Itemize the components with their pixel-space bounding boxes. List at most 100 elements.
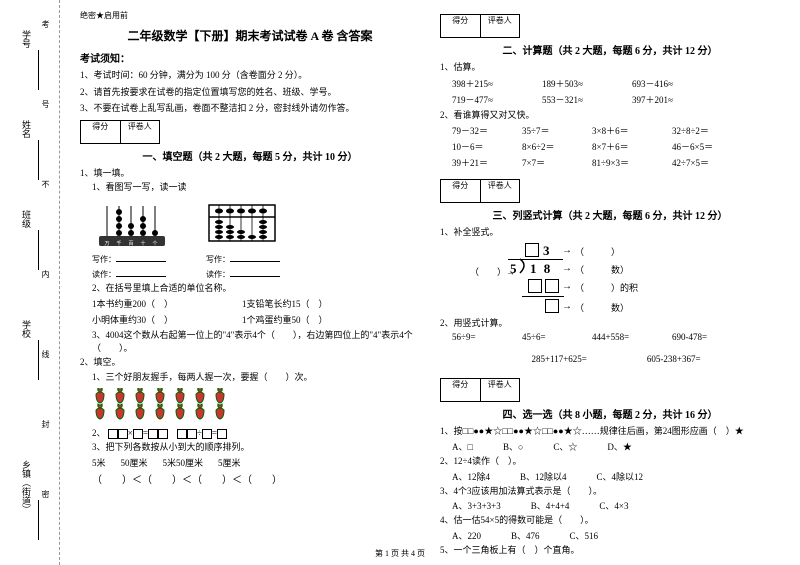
opt: A、12除4 — [452, 470, 490, 483]
svg-text:十: 十 — [140, 240, 145, 247]
calc-item: 719－477≈ — [452, 93, 542, 106]
write-read-row: 写作： 写作： — [80, 252, 420, 265]
write-label: 写作： — [92, 255, 116, 264]
q1-sub3: 3、4004这个数从右起第一位上的"4"表示4个（ ），右边第四位上的"4"表示… — [80, 329, 420, 354]
calc-item: 398＋215≈ — [452, 77, 542, 90]
blank-line — [230, 252, 280, 262]
svg-text:个: 个 — [152, 241, 157, 247]
square-icon — [108, 429, 118, 439]
arrow-icon: → — [562, 281, 572, 292]
score-cell: 评卷人 — [121, 121, 160, 143]
calc-row: 79－32＝ 35÷7＝ 3×8＋6＝ 32÷8÷2＝ — [440, 124, 780, 137]
opt: A、220 — [452, 529, 481, 542]
svg-text:千: 千 — [116, 240, 121, 247]
calc-item: 79－32＝ — [452, 124, 522, 137]
section-title: 二、计算题（共 2 大题，每题 6 分，共计 12 分） — [440, 42, 780, 57]
images-row: 万 千 百 十 个 — [80, 198, 420, 248]
q1-sub2: 2、在括号里填上合适的单位名称。 — [80, 282, 420, 295]
calc-item: 189＋503≈ — [542, 77, 632, 90]
q2-sub1: 1、三个好朋友握手，每两人握一次，要握（ ）次。 — [80, 371, 420, 384]
binding-label: 学号 — [20, 30, 33, 48]
square-icon — [202, 429, 212, 439]
calc-item: 46－6×5＝ — [672, 140, 762, 153]
square-icon — [118, 429, 128, 439]
calc-item: 690-478= — [672, 332, 762, 342]
quotient-box — [525, 243, 539, 257]
opt: B、476 — [511, 529, 540, 542]
score-cell: 评卷人 — [481, 15, 520, 37]
options-row: A、□ B、○ C、☆ D、★ — [440, 440, 780, 453]
blank-line — [116, 252, 166, 262]
calc-item: 397＋201≈ — [632, 93, 722, 106]
q2-sub2: 2、 ×= ÷= — [80, 427, 420, 440]
choice-q2: 2、12÷4读作（ ）。 — [440, 455, 780, 468]
score-cell: 得分 — [441, 180, 481, 202]
write-read-row: 读作： 读作： — [80, 267, 420, 280]
vc-label: （ 数） — [575, 301, 629, 314]
square-icon — [133, 429, 143, 439]
arrow-icon: → — [562, 263, 572, 274]
opt: A、3+3+3+3 — [452, 499, 501, 512]
paren: （ ）＜（ ）＜（ ）＜（ ） — [92, 471, 282, 486]
section-title: 一、填空题（共 2 大题，每题 5 分，共计 10 分） — [80, 148, 420, 163]
read-label: 读作： — [206, 270, 230, 279]
options-row: A、3+3+3+3 B、4+4+4 C、4×3 — [440, 499, 780, 512]
notice-item: 1、考试时间：60 分钟，满分为 100 分（含卷面分 2 分）。 — [80, 69, 420, 83]
page-footer: 第 1 页 共 4 页 — [0, 548, 800, 559]
calc-row: 39＋21＝ 7×7＝ 81÷9×3＝ 42÷7×5＝ — [440, 156, 780, 169]
arrange-answer: （ ）＜（ ）＜（ ）＜（ ） — [80, 471, 420, 486]
vert-q1: 1、补全竖式。 — [440, 226, 780, 239]
unit-item: 1支铅笔长约15（ ） — [242, 297, 328, 310]
q1-sub1: 1、看图写一写，读一读 — [80, 181, 420, 194]
calc-item: 81÷9×3＝ — [592, 156, 672, 169]
vc-label: （ ） — [575, 245, 620, 258]
sep-text: 内 — [40, 270, 51, 278]
opt: C、☆ — [553, 440, 577, 453]
unit-row: 小明体重约30（ ） 1个鸡蛋约重50（ ） — [80, 313, 420, 326]
unit-item: 1个鸡蛋约重50（ ） — [242, 313, 328, 326]
product-box — [528, 279, 542, 293]
sep-text: 密 — [40, 490, 51, 498]
score-box: 得分 评卷人 — [80, 120, 160, 144]
calc-item: 10－6＝ — [452, 140, 522, 153]
options-row: A、12除4 B、12除以4 C、4除以12 — [440, 470, 780, 483]
opt: D、★ — [607, 440, 632, 453]
vertical-division: 3 （ ）→ 5 1 8 → （ ） → （ 数） → （ ）的积 → （ 数） — [470, 243, 650, 313]
score-cell: 得分 — [441, 379, 481, 401]
binding-label: 学校 — [20, 320, 33, 338]
left-column: 绝密★启用前 二年级数学【下册】期末考试试卷 A 卷 含答案 考试须知： 1、考… — [70, 10, 430, 545]
q2-sub2-prefix: 2、 — [92, 428, 106, 438]
sep-text: 不 — [40, 180, 51, 188]
calc-row: 10－6＝ 8×6÷2＝ 8×7＋6＝ 46－6×5＝ — [440, 140, 780, 153]
calc-item: 7×7＝ — [522, 156, 592, 169]
calc-item: 39＋21＝ — [452, 156, 522, 169]
calc-item: 8×7＋6＝ — [592, 140, 672, 153]
read-label: 读作： — [92, 270, 116, 279]
options-row: A、220 B、476 C、516 — [440, 529, 780, 542]
square-icon — [158, 429, 168, 439]
score-cell: 得分 — [81, 121, 121, 143]
q2-sub3: 3、把下列各数按从小到大的顺序排列。 — [80, 441, 420, 454]
calc-item: 56÷9= — [452, 332, 522, 342]
binding-field — [38, 340, 48, 380]
calc-item: 285+117+625= — [531, 354, 586, 364]
remainder-box — [545, 299, 559, 313]
notice-item: 2、请首先按要求在试卷的指定位置填写您的姓名、班级、学号。 — [80, 86, 420, 100]
sep-text: 线 — [40, 350, 51, 358]
opt: B、4+4+4 — [531, 499, 570, 512]
num: 5米50厘米 — [163, 456, 204, 469]
div-line — [508, 259, 563, 260]
binding-field — [38, 500, 48, 540]
q1-header: 1、填一填。 — [80, 167, 420, 180]
calc-item: 8×6÷2＝ — [522, 140, 592, 153]
binding-label: 乡镇（街道） — [20, 460, 33, 514]
divisor-label: （ ）→ — [470, 265, 515, 278]
exam-title: 二年级数学【下册】期末考试试卷 A 卷 含答案 — [80, 27, 420, 44]
num: 5厘米 — [218, 456, 241, 469]
binding-label: 姓名 — [20, 120, 33, 138]
dividend-num: 1 8 — [530, 261, 552, 277]
calc-item: 3×8＋6＝ — [592, 124, 672, 137]
section-title: 三、列竖式计算（共 2 大题，每题 6 分，共计 12 分） — [440, 207, 780, 222]
calc-row: 285+117+625= 605-238+367= — [440, 354, 780, 364]
choice-q1: 1、按□□●●★☆□□●●★☆□□●●★☆……规律往后画，第24图形应画（ ）★ — [440, 425, 780, 438]
